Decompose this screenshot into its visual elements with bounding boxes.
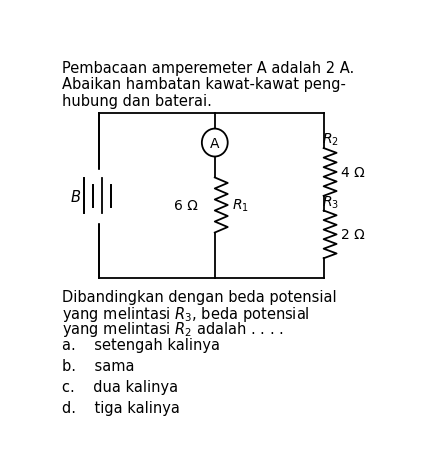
- Text: d.    tiga kalinya: d. tiga kalinya: [61, 400, 179, 415]
- Text: yang melintasi $R_3$, beda potensial: yang melintasi $R_3$, beda potensial: [61, 305, 309, 324]
- Text: 6 Ω: 6 Ω: [173, 198, 198, 213]
- Text: $R_2$: $R_2$: [321, 131, 338, 148]
- Text: $B$: $B$: [70, 188, 81, 204]
- Text: Abaikan hambatan kawat-kawat peng-: Abaikan hambatan kawat-kawat peng-: [61, 77, 345, 92]
- Text: Pembacaan amperemeter A adalah 2 A.: Pembacaan amperemeter A adalah 2 A.: [61, 61, 353, 76]
- Text: b.    sama: b. sama: [61, 358, 134, 373]
- Text: 2 Ω: 2 Ω: [341, 228, 364, 242]
- Text: a.    setengah kalinya: a. setengah kalinya: [61, 337, 219, 352]
- Text: c.    dua kalinya: c. dua kalinya: [61, 379, 177, 394]
- Bar: [95, 171, 102, 222]
- Text: hubung dan baterai.: hubung dan baterai.: [61, 94, 211, 109]
- Circle shape: [201, 129, 227, 157]
- Text: $R_3$: $R_3$: [321, 194, 338, 210]
- Text: 4 Ω: 4 Ω: [341, 166, 364, 179]
- Text: Dibandingkan dengan beda potensial: Dibandingkan dengan beda potensial: [61, 290, 336, 305]
- Text: yang melintasi $R_2$ adalah . . . .: yang melintasi $R_2$ adalah . . . .: [61, 319, 283, 338]
- Text: A: A: [209, 136, 219, 150]
- Text: $R_1$: $R_1$: [232, 198, 249, 214]
